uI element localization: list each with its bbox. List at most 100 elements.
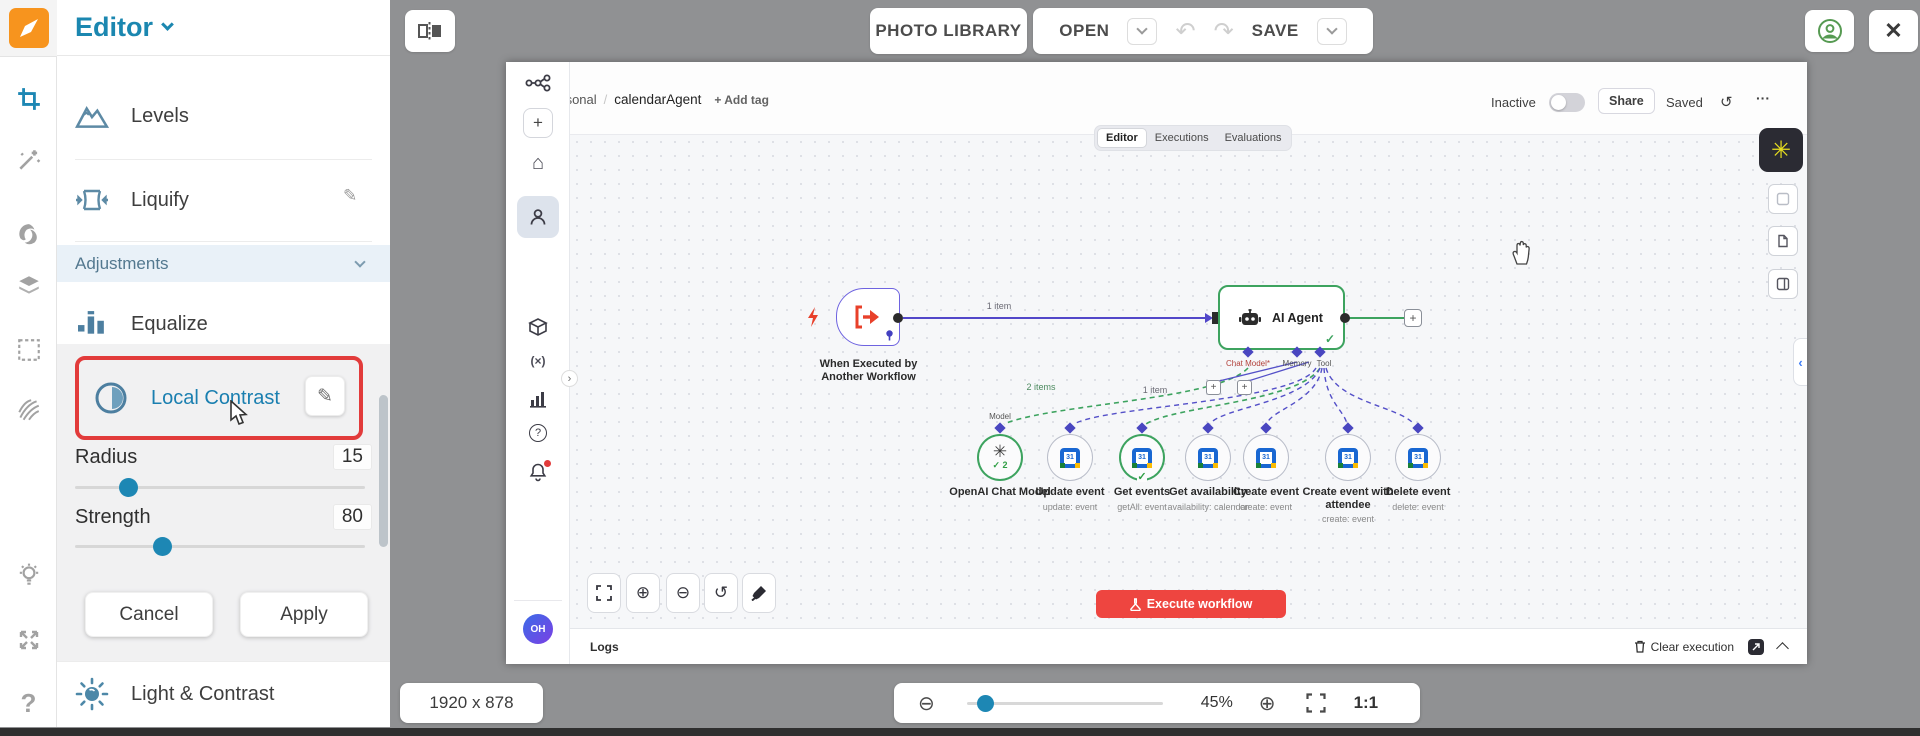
app-logo[interactable]: [0, 0, 57, 57]
lightbulb-icon[interactable]: [0, 555, 57, 595]
logs-bar[interactable]: Logs Clear execution: [570, 628, 1807, 664]
add-workflow-button[interactable]: +: [506, 108, 570, 138]
account-button[interactable]: [1805, 10, 1854, 52]
notifications-bell-icon[interactable]: [506, 460, 570, 482]
frame-tool-icon[interactable]: [0, 330, 57, 370]
liquify-brush-icon[interactable]: ✎: [343, 186, 358, 205]
node-get-events[interactable]: 31 ✓: [1119, 434, 1165, 483]
add-tool-button[interactable]: +: [1237, 380, 1252, 395]
execute-workflow-button[interactable]: Execute workflow: [1096, 590, 1286, 618]
tab-editor[interactable]: Editor: [1097, 128, 1147, 148]
radius-slider-thumb[interactable]: [119, 478, 138, 497]
layers-tool-icon[interactable]: [0, 266, 57, 306]
panel-button-3[interactable]: [1768, 269, 1798, 299]
person-icon: [530, 209, 546, 225]
zoom-out-button[interactable]: ⊖: [666, 573, 700, 613]
workflow-name[interactable]: calendarAgent: [614, 92, 702, 107]
add-node-button[interactable]: +: [1404, 309, 1422, 327]
node-label: Get availability: [1169, 486, 1247, 498]
zoom-out-button[interactable]: ⊖: [918, 692, 935, 715]
redo-button[interactable]: ↷: [1213, 17, 1234, 45]
image-canvas[interactable]: · Personal / calendarAgent + Add tag Ina…: [506, 62, 1807, 664]
ai-agent-node[interactable]: AI Agent ✓: [1218, 285, 1345, 350]
open-dropdown-button[interactable]: [1127, 17, 1158, 45]
workflow-menu-button[interactable]: ···: [1756, 90, 1770, 106]
home-icon[interactable]: ⌂: [506, 152, 570, 175]
radius-slider[interactable]: [75, 478, 365, 497]
open-button[interactable]: OPEN: [1059, 21, 1110, 40]
liquify-icon: [76, 189, 108, 211]
apply-button[interactable]: Apply: [240, 592, 368, 637]
n8n-logo-icon[interactable]: [506, 74, 570, 92]
agent-output-port[interactable]: [1340, 313, 1350, 323]
collapse-logs-chevron-icon[interactable]: [1776, 642, 1789, 655]
cancel-button[interactable]: Cancel: [85, 592, 213, 637]
n8n-canvas-bg[interactable]: [570, 135, 1807, 628]
menu-item-equalize[interactable]: Equalize: [57, 284, 390, 364]
undo-button[interactable]: ↶: [1175, 17, 1196, 45]
node-delete-event[interactable]: 31: [1395, 434, 1441, 481]
actual-size-button[interactable]: 1:1: [1353, 693, 1379, 712]
panel-scrollbar[interactable]: [379, 395, 388, 547]
crop-tool-icon[interactable]: [0, 79, 57, 119]
history-icon[interactable]: ↺: [1720, 94, 1733, 111]
node-openai-chat-model[interactable]: ✳ ✓ 2: [977, 434, 1023, 481]
menu-item-levels[interactable]: Levels: [57, 76, 390, 156]
menu-label-light-contrast: Light & Contrast: [131, 682, 275, 705]
insights-icon[interactable]: [506, 390, 570, 408]
local-contrast-highlight[interactable]: Local Contrast ✎: [75, 356, 363, 440]
menu-item-light-contrast[interactable]: Light & Contrast: [57, 661, 390, 727]
panel-button-2[interactable]: [1768, 226, 1798, 256]
zoom-slider[interactable]: [966, 694, 1163, 712]
tidy-up-button[interactable]: [742, 573, 776, 613]
resize-icon[interactable]: [0, 620, 57, 660]
local-contrast-brush-button[interactable]: ✎: [305, 376, 345, 416]
variables-icon[interactable]: (×): [506, 354, 570, 368]
fit-view-button[interactable]: [587, 573, 621, 613]
strength-slider[interactable]: [75, 537, 365, 556]
open-logs-panel-button[interactable]: [1748, 638, 1764, 655]
personal-nav-item[interactable]: [506, 196, 570, 238]
node-create-event-attendee[interactable]: 31: [1325, 434, 1371, 481]
right-panel-tab[interactable]: ‹: [1793, 338, 1807, 386]
add-tag-button[interactable]: + Add tag: [714, 92, 769, 107]
assistant-button[interactable]: ✳: [1759, 128, 1803, 172]
node-create-event[interactable]: 31: [1243, 434, 1289, 481]
help-icon[interactable]: ?: [0, 683, 57, 723]
templates-icon[interactable]: [506, 317, 570, 337]
agent-input-port[interactable]: [1212, 312, 1218, 324]
sidebar-expand-button[interactable]: ›: [561, 370, 578, 387]
clear-execution-button[interactable]: Clear execution: [1634, 640, 1734, 654]
undo-canvas-button[interactable]: ↺: [704, 573, 738, 613]
section-adjustments[interactable]: Adjustments: [57, 245, 390, 282]
zoom-in-button[interactable]: ⊕: [1258, 692, 1276, 715]
close-editor-button[interactable]: ✕: [1869, 10, 1918, 52]
texture-tool-icon[interactable]: [0, 390, 57, 430]
active-toggle[interactable]: [1549, 93, 1585, 112]
save-dropdown-button[interactable]: [1316, 17, 1347, 45]
chevron-down-icon: [354, 255, 366, 268]
trigger-node[interactable]: [836, 288, 900, 346]
compare-button[interactable]: [405, 10, 455, 52]
zoom-in-button[interactable]: ⊕: [626, 573, 660, 613]
editor-dropdown-icon[interactable]: [161, 18, 174, 31]
portrait-tool-icon[interactable]: [0, 215, 57, 255]
node-get-availability[interactable]: 31: [1185, 434, 1231, 481]
fullscreen-icon[interactable]: [1305, 693, 1326, 713]
share-button[interactable]: Share: [1598, 88, 1655, 114]
zoom-slider-thumb[interactable]: [976, 694, 994, 712]
tab-executions[interactable]: Executions: [1154, 132, 1209, 144]
menu-item-liquify[interactable]: Liquify ✎: [57, 160, 390, 240]
variables-glyph: (×): [530, 354, 546, 368]
photo-library-button[interactable]: PHOTO LIBRARY: [870, 8, 1027, 54]
strength-slider-thumb[interactable]: [153, 537, 172, 556]
trigger-output-port[interactable]: [893, 313, 903, 323]
node-update-event[interactable]: 31: [1047, 434, 1093, 481]
tab-evaluations[interactable]: Evaluations: [1224, 132, 1282, 144]
add-memory-button[interactable]: +: [1206, 380, 1221, 395]
n8n-help-icon[interactable]: ?: [506, 424, 570, 442]
panel-button-1[interactable]: [1768, 184, 1798, 214]
save-button[interactable]: SAVE: [1251, 21, 1299, 40]
magic-wand-tool-icon[interactable]: [0, 140, 57, 180]
user-avatar[interactable]: OH: [523, 614, 553, 644]
